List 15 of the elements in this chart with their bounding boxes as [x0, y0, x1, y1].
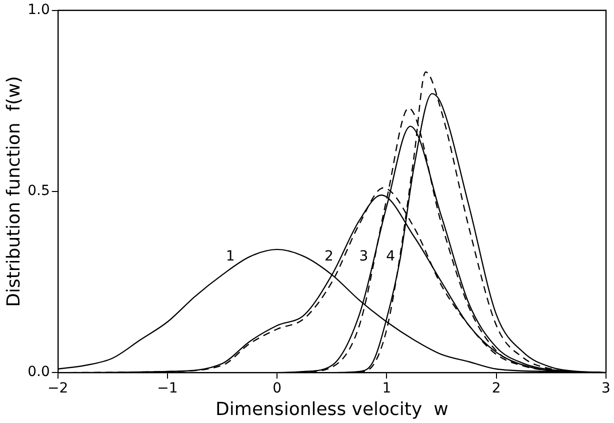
y-tick-label: 1.0: [28, 2, 50, 18]
series-label: 1: [226, 248, 235, 265]
x-tick-label: 1: [382, 380, 392, 397]
series-label: 2: [324, 248, 334, 265]
series-label: 4: [386, 248, 396, 265]
y-tick-label: 0.0: [28, 364, 50, 380]
x-tick-label: 2: [492, 380, 501, 397]
x-tick-label: 0: [272, 380, 282, 397]
x-tick-label: −1: [157, 380, 178, 397]
x-tick-label: −2: [48, 380, 68, 397]
x-tick-label: 3: [602, 380, 610, 397]
x-axis-title: Dimensionless velocity w: [216, 398, 448, 420]
y-tick-label: 0.5: [28, 183, 50, 200]
y-axis-title: Distribution function f(w): [3, 76, 24, 307]
series-label: 3: [359, 248, 368, 265]
